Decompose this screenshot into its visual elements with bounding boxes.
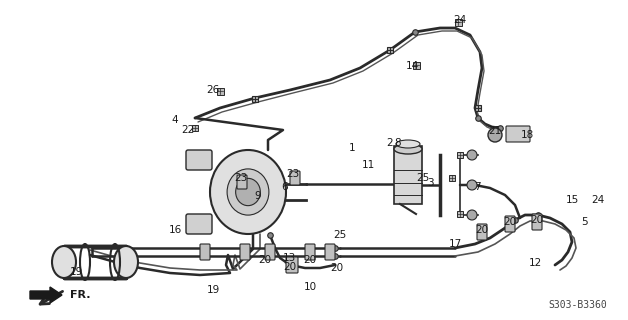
Text: 1: 1 [349,143,355,153]
Text: 18: 18 [521,130,534,140]
Text: 8: 8 [394,138,401,148]
Text: 21: 21 [489,126,502,136]
Text: 17: 17 [448,239,462,249]
Text: 4: 4 [171,115,178,125]
Text: 15: 15 [565,195,578,205]
Ellipse shape [52,246,76,278]
Text: 20: 20 [504,217,517,227]
Ellipse shape [488,128,502,142]
Text: 20: 20 [259,255,271,265]
FancyBboxPatch shape [290,171,300,185]
FancyBboxPatch shape [449,175,455,181]
FancyBboxPatch shape [457,152,463,158]
Text: 16: 16 [168,225,181,235]
Text: 20: 20 [475,225,489,235]
Text: 13: 13 [283,253,296,263]
Text: 24: 24 [453,15,467,25]
Ellipse shape [467,210,477,220]
Text: 10: 10 [303,282,317,292]
Polygon shape [30,287,62,303]
FancyBboxPatch shape [477,224,487,240]
FancyBboxPatch shape [217,88,224,95]
FancyBboxPatch shape [192,125,198,131]
Text: 7: 7 [474,182,480,192]
Text: 24: 24 [592,195,605,205]
FancyBboxPatch shape [505,216,515,232]
FancyBboxPatch shape [265,244,275,260]
Text: S303-B3360: S303-B3360 [549,300,607,310]
FancyBboxPatch shape [413,62,420,69]
Text: 19: 19 [207,285,220,295]
Text: 5: 5 [581,217,587,227]
Text: FR.: FR. [70,290,90,300]
Text: 6: 6 [282,182,288,192]
Text: 23: 23 [286,169,300,179]
Text: 20: 20 [531,215,544,225]
Ellipse shape [467,180,477,190]
Text: 19: 19 [69,267,83,277]
Text: 14: 14 [406,61,419,71]
FancyBboxPatch shape [240,244,250,260]
Text: 3: 3 [426,178,433,188]
FancyBboxPatch shape [532,214,542,230]
Text: 22: 22 [181,125,195,135]
Text: 9: 9 [255,191,261,201]
Ellipse shape [114,246,138,278]
Ellipse shape [467,150,477,160]
Text: 26: 26 [207,85,220,95]
Ellipse shape [227,169,269,215]
Text: 12: 12 [528,258,541,268]
Ellipse shape [394,144,422,154]
Text: 25: 25 [333,230,347,240]
FancyBboxPatch shape [457,211,463,217]
FancyBboxPatch shape [186,214,212,234]
FancyBboxPatch shape [237,175,247,189]
Text: 2: 2 [387,138,393,148]
FancyBboxPatch shape [506,126,530,142]
FancyBboxPatch shape [305,244,315,260]
FancyBboxPatch shape [186,150,212,170]
Text: 11: 11 [361,160,375,170]
Bar [394,146,422,204]
Text: 25: 25 [416,173,430,183]
Ellipse shape [396,140,420,148]
FancyBboxPatch shape [286,257,298,273]
Ellipse shape [236,178,261,206]
Text: 23: 23 [234,173,247,183]
Text: 20: 20 [283,262,296,272]
FancyBboxPatch shape [200,244,210,260]
Text: 20: 20 [330,263,344,273]
FancyBboxPatch shape [325,244,335,260]
FancyBboxPatch shape [455,19,462,26]
Text: 20: 20 [303,255,317,265]
Ellipse shape [210,150,286,234]
